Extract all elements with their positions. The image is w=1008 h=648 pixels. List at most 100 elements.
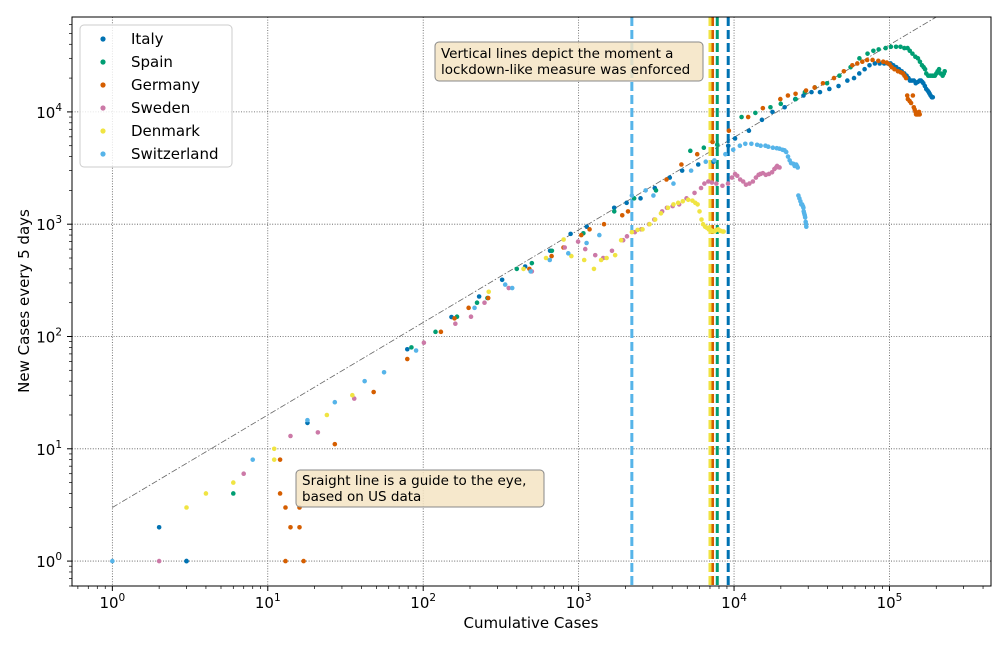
- y-tick-label: 103: [36, 214, 62, 234]
- data-point-switzerland: [688, 168, 694, 173]
- data-point-switzerland: [723, 151, 728, 157]
- data-point-spain: [653, 188, 659, 193]
- data-point-italy: [638, 196, 643, 201]
- data-point-denmark: [612, 252, 618, 258]
- data-point-switzerland: [381, 369, 387, 375]
- data-point-switzerland: [629, 193, 635, 198]
- data-point-germany: [745, 114, 751, 120]
- data-point-sweden: [747, 181, 752, 186]
- legend-marker-germany: [100, 82, 106, 88]
- data-point-germany: [466, 305, 471, 311]
- legend-marker-spain: [100, 59, 106, 65]
- data-point-sweden: [725, 181, 731, 186]
- data-point-italy: [851, 75, 857, 81]
- data-point-italy: [827, 86, 832, 92]
- data-point-germany: [277, 457, 283, 462]
- data-point-denmark: [350, 392, 355, 398]
- data-point-spain: [474, 300, 480, 305]
- legend-marker-sweden: [100, 105, 106, 111]
- data-point-denmark: [699, 217, 704, 222]
- data-point-switzerland: [802, 215, 808, 220]
- data-point-switzerland: [754, 142, 760, 148]
- series-spain: [231, 44, 947, 496]
- data-point-italy: [499, 277, 505, 283]
- data-point-germany: [855, 61, 860, 66]
- legend-label-sweden: Sweden: [131, 99, 190, 117]
- data-point-germany: [876, 58, 881, 64]
- data-point-spain: [893, 44, 899, 50]
- data-point-spain: [902, 45, 907, 51]
- data-point-switzerland: [565, 251, 571, 256]
- data-point-spain: [778, 101, 784, 107]
- data-point-germany: [803, 88, 809, 93]
- data-point-switzerland: [785, 154, 791, 159]
- data-point-italy: [817, 89, 823, 95]
- data-point-spain: [231, 491, 236, 496]
- data-point-italy: [867, 63, 872, 68]
- data-point-germany: [301, 558, 306, 564]
- data-point-switzerland: [651, 193, 656, 198]
- data-point-switzerland: [413, 348, 419, 353]
- data-point-germany: [587, 227, 592, 232]
- data-points: [110, 44, 947, 564]
- data-point-germany: [785, 93, 791, 98]
- data-point-denmark: [231, 480, 236, 485]
- data-point-switzerland: [671, 181, 676, 186]
- data-point-switzerland: [509, 285, 515, 291]
- data-point-germany: [332, 441, 338, 447]
- data-point-sweden: [609, 248, 615, 254]
- data-point-germany: [438, 329, 444, 335]
- data-point-germany: [812, 85, 817, 90]
- data-point-sweden: [702, 181, 707, 186]
- data-point-switzerland: [597, 232, 602, 238]
- y-tick-label: 102: [36, 326, 62, 346]
- data-point-spain: [942, 68, 947, 74]
- data-point-sweden: [506, 285, 512, 291]
- data-point-sweden: [740, 179, 746, 184]
- guide-annotation: Sraight line is a guide to the eye, base…: [295, 469, 545, 508]
- data-point-sweden: [734, 173, 740, 179]
- legend-label-germany: Germany: [131, 76, 200, 94]
- data-point-switzerland: [472, 305, 477, 311]
- data-point-switzerland: [742, 141, 748, 147]
- data-point-germany: [903, 75, 909, 81]
- data-point-sweden: [562, 245, 568, 250]
- data-point-spain: [917, 59, 923, 64]
- series-switzerland: [110, 141, 809, 564]
- data-point-germany: [850, 63, 855, 68]
- data-point-switzerland: [250, 457, 256, 462]
- data-point-italy: [930, 94, 936, 100]
- legend-label-denmark: Denmark: [131, 122, 200, 140]
- lockdown-annotation-line-1: Vertical lines depict the moment a: [441, 46, 673, 62]
- y-tick-label: 101: [36, 439, 62, 459]
- guide-annotation-line-1: Sraight line is a guide to the eye,: [302, 473, 526, 489]
- data-point-italy: [611, 205, 617, 211]
- legend-marker-denmark: [100, 128, 106, 134]
- data-point-denmark: [591, 266, 597, 272]
- legend: Italy Spain Germany Sweden Denmark Switzerlan…: [79, 24, 233, 168]
- data-point-germany: [371, 389, 376, 395]
- data-point-denmark: [671, 202, 676, 207]
- legend-label-switzerland: Switzerland: [131, 145, 219, 163]
- data-point-italy: [476, 294, 482, 299]
- data-point-sweden: [706, 179, 711, 184]
- data-point-italy: [836, 83, 841, 89]
- data-point-italy: [624, 200, 629, 206]
- data-point-sweden: [421, 340, 427, 346]
- data-point-denmark: [561, 237, 566, 242]
- data-point-germany: [404, 356, 410, 362]
- data-point-italy: [746, 128, 752, 134]
- us-guide-line: [112, 16, 937, 508]
- data-point-switzerland: [332, 399, 338, 405]
- data-point-denmark: [721, 229, 726, 234]
- data-point-germany: [904, 93, 910, 98]
- data-point-switzerland: [305, 417, 310, 423]
- data-point-germany: [892, 66, 897, 72]
- data-point-denmark: [604, 255, 609, 261]
- data-point-italy: [856, 71, 862, 76]
- x-tick-label: 100: [99, 592, 125, 612]
- data-point-germany: [910, 93, 916, 98]
- lockdown-annotation-box: [434, 41, 704, 82]
- data-point-denmark: [675, 200, 681, 206]
